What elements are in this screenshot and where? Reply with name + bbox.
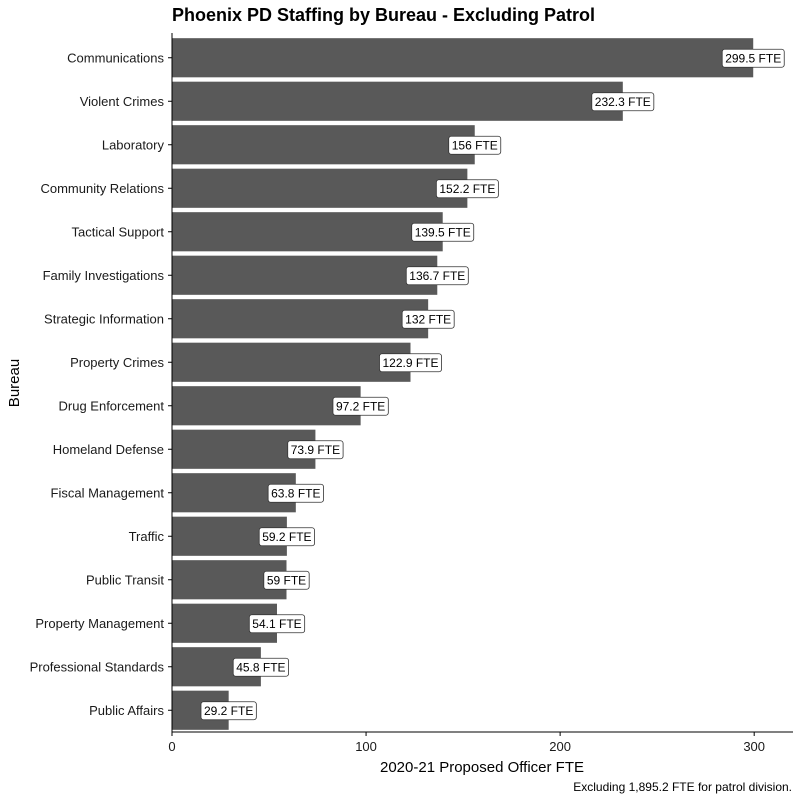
data-label-box [405, 266, 469, 286]
data-labels: 299.5 FTE 232.3 FTE 156 FTE 152.2 FTE 139.5 … [200, 48, 785, 721]
category-label: Family Investigations [43, 268, 165, 283]
bar [172, 168, 468, 208]
data-label: 152.2 FTE [435, 179, 499, 199]
data-label-box [248, 614, 306, 634]
data-label-box [721, 48, 785, 68]
data-label-box [411, 222, 475, 242]
data-label: 29.2 FTE [200, 701, 257, 721]
data-label-text: 152.2 FTE [439, 182, 495, 196]
data-label-text: 59.2 FTE [262, 530, 311, 544]
data-label: 59 FTE [263, 570, 310, 590]
category-label: Homeland Defense [53, 442, 164, 457]
data-label-box [267, 483, 324, 503]
y-axis-title: Bureau [6, 359, 23, 407]
data-label-text: 139.5 FTE [415, 225, 471, 239]
data-label-text: 97.2 FTE [336, 399, 385, 413]
chart-title: Phoenix PD Staffing by Bureau - Excludin… [172, 5, 595, 25]
data-label: 63.8 FTE [267, 483, 324, 503]
x-tick-label: 0 [168, 739, 175, 754]
x-axis-ticks: 0 100 200 300 [168, 732, 765, 754]
data-label: 232.3 FTE [591, 92, 655, 112]
x-axis-title: 2020-21 Proposed Officer FTE [380, 759, 584, 776]
bar [172, 125, 475, 165]
bar [172, 342, 411, 382]
category-label: Professional Standards [30, 659, 165, 674]
data-label: 97.2 FTE [332, 396, 389, 416]
data-label-box [200, 701, 257, 721]
category-label: Fiscal Management [51, 485, 165, 500]
category-label: Communications [67, 50, 164, 65]
bars-layer [172, 38, 754, 730]
data-label: 54.1 FTE [248, 614, 306, 634]
data-label-box [448, 135, 502, 155]
data-label-text: 73.9 FTE [291, 443, 340, 457]
data-label: 132 FTE [401, 309, 455, 329]
bar [172, 38, 754, 78]
data-label: 156 FTE [448, 135, 502, 155]
data-label-text: 156 FTE [452, 138, 498, 152]
data-label-box [232, 657, 289, 677]
category-label: Property Management [35, 616, 164, 631]
category-label: Drug Enforcement [59, 398, 165, 413]
data-label-box [401, 309, 455, 329]
bar [172, 212, 443, 252]
category-label: Laboratory [102, 137, 165, 152]
bar [172, 81, 623, 121]
data-label-box [263, 570, 310, 590]
category-label: Traffic [129, 529, 165, 544]
data-label-box [591, 92, 655, 112]
data-label-box [332, 396, 389, 416]
bar [172, 386, 361, 426]
category-label: Public Transit [86, 572, 164, 587]
data-label-text: 45.8 FTE [236, 660, 285, 674]
data-label-box [435, 179, 499, 199]
category-label: Violent Crimes [80, 94, 165, 109]
data-label-text: 132 FTE [405, 312, 451, 326]
chart-caption: Excluding 1,895.2 FTE for patrol divisio… [573, 780, 792, 794]
x-tick-label: 300 [743, 739, 765, 754]
category-labels: Communications Violent Crimes Laboratory Co… [30, 50, 172, 718]
bar [172, 299, 429, 339]
data-label-text: 59 FTE [267, 573, 306, 587]
data-label-text: 122.9 FTE [382, 356, 438, 370]
category-label: Strategic Information [44, 311, 164, 326]
category-label: Public Affairs [89, 703, 164, 718]
data-label-text: 63.8 FTE [271, 486, 320, 500]
data-label: 59.2 FTE [258, 527, 315, 547]
category-label: Property Crimes [70, 355, 164, 370]
category-label: Tactical Support [72, 224, 165, 239]
data-label-text: 29.2 FTE [204, 704, 253, 718]
category-label: Community Relations [40, 181, 164, 196]
x-tick-label: 100 [355, 739, 377, 754]
data-label-text: 299.5 FTE [725, 51, 781, 65]
x-tick-label: 200 [549, 739, 571, 754]
data-label-text: 232.3 FTE [595, 95, 651, 109]
data-label-box [379, 353, 442, 373]
data-label-box [258, 527, 315, 547]
data-label: 299.5 FTE [721, 48, 785, 68]
data-label: 136.7 FTE [405, 266, 469, 286]
data-label-text: 54.1 FTE [252, 617, 301, 631]
data-label: 45.8 FTE [232, 657, 289, 677]
data-label: 139.5 FTE [411, 222, 475, 242]
bar [172, 255, 438, 295]
data-label: 73.9 FTE [287, 440, 344, 460]
data-label-text: 136.7 FTE [409, 269, 465, 283]
data-label: 122.9 FTE [379, 353, 442, 373]
data-label-box [287, 440, 344, 460]
